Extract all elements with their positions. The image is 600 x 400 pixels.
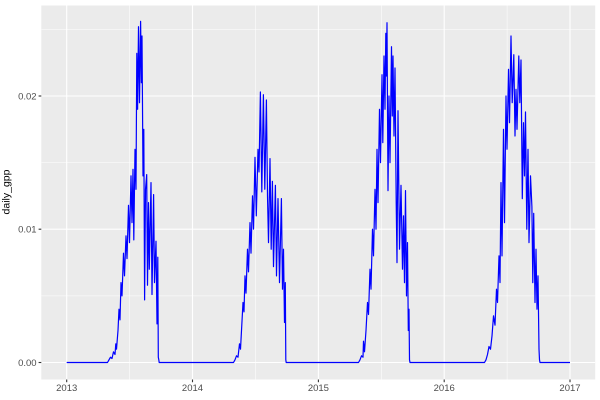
svg-text:daily_gpp: daily_gpp [1, 169, 13, 214]
svg-text:0.01: 0.01 [18, 225, 37, 236]
svg-text:0.02: 0.02 [18, 91, 37, 102]
svg-text:2014: 2014 [182, 383, 203, 394]
svg-text:2016: 2016 [434, 383, 455, 394]
svg-text:2015: 2015 [308, 383, 329, 394]
svg-text:2013: 2013 [56, 383, 77, 394]
svg-text:2017: 2017 [559, 383, 580, 394]
svg-text:0.00: 0.00 [18, 358, 37, 369]
